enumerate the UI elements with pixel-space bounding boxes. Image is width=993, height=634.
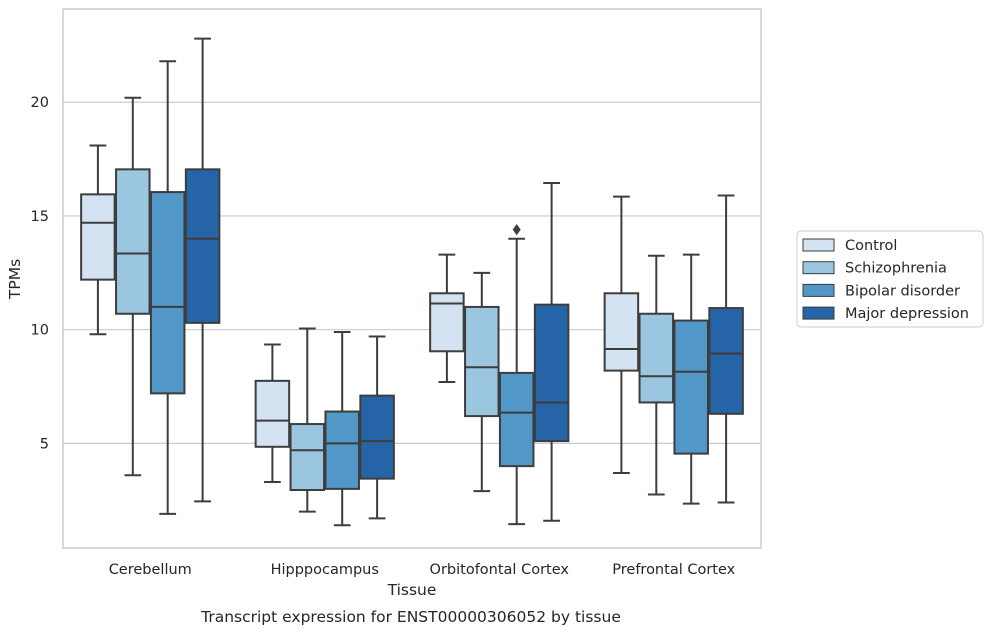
box-iqr <box>603 292 640 372</box>
legend-label: Schizophrenia <box>845 261 947 277</box>
box-bipolar-disorder <box>498 224 535 526</box>
box-major-depression <box>184 37 221 503</box>
box-iqr <box>80 193 116 281</box>
x-tick-label: Prefrontal Cortex <box>612 562 735 578</box>
legend-swatch <box>802 306 835 320</box>
legend-swatch <box>802 238 835 252</box>
x-tick-labels: Cerebellum Hipppocampus Orbitofontal Corte… <box>109 562 736 578</box>
y-tick-label: 10 <box>31 323 49 339</box>
legend-label: Bipolar disorder <box>845 283 960 299</box>
box-schizophrenia <box>638 254 675 496</box>
legend-swatch <box>802 261 835 275</box>
box-iqr <box>708 307 744 415</box>
legend-label: Major depression <box>845 306 969 322</box>
box-iqr <box>429 292 465 353</box>
box-iqr <box>254 379 291 448</box>
box-iqr <box>324 410 360 490</box>
box-control <box>429 253 465 383</box>
box-schizophrenia <box>289 327 326 513</box>
y-tick-label: 20 <box>31 95 49 111</box>
box-iqr <box>638 312 675 404</box>
box-iqr <box>184 168 221 324</box>
box-bipolar-disorder <box>673 253 709 505</box>
x-tick-label: Hipppocampus <box>271 562 379 578</box>
box-iqr <box>115 168 151 315</box>
legend-frame <box>796 230 984 328</box>
x-axis-label: Tissue <box>387 581 437 599</box>
boxes <box>80 37 744 527</box>
y-tick-label: 5 <box>40 436 49 452</box>
box-iqr <box>464 305 500 418</box>
x-tick-label: Cerebellum <box>109 562 192 578</box>
box-iqr <box>533 303 570 443</box>
box-schizophrenia <box>115 96 151 477</box>
y-tick-label: 15 <box>31 209 49 225</box>
box-iqr <box>359 394 395 480</box>
box-control <box>603 195 640 474</box>
x-tick-label: Orbitofontal Cortex <box>430 562 570 578</box>
chart-caption: Transcript expression for ENST0000030605… <box>200 608 621 626</box>
box-schizophrenia <box>464 271 500 493</box>
box-major-depression <box>359 335 395 520</box>
box-major-depression <box>533 181 570 522</box>
y-tick-labels: 5 10 15 20 <box>31 95 49 452</box>
box-bipolar-disorder <box>149 60 186 515</box>
legend-swatch <box>802 283 835 297</box>
box-major-depression <box>708 194 744 504</box>
y-axis-label: TPMs <box>6 259 24 300</box>
box-control <box>254 343 291 484</box>
box-iqr <box>673 319 709 455</box>
outlier-point <box>512 224 521 236</box>
plot-frame <box>62 8 762 549</box>
box-iqr <box>289 423 326 492</box>
legend-label: Control <box>845 238 897 254</box>
box-iqr <box>149 191 186 395</box>
box-bipolar-disorder <box>324 330 360 527</box>
box-iqr <box>498 371 535 468</box>
legend: Control Schizophrenia Bipolar disorder Majo… <box>796 230 984 328</box>
box-control <box>80 144 116 336</box>
